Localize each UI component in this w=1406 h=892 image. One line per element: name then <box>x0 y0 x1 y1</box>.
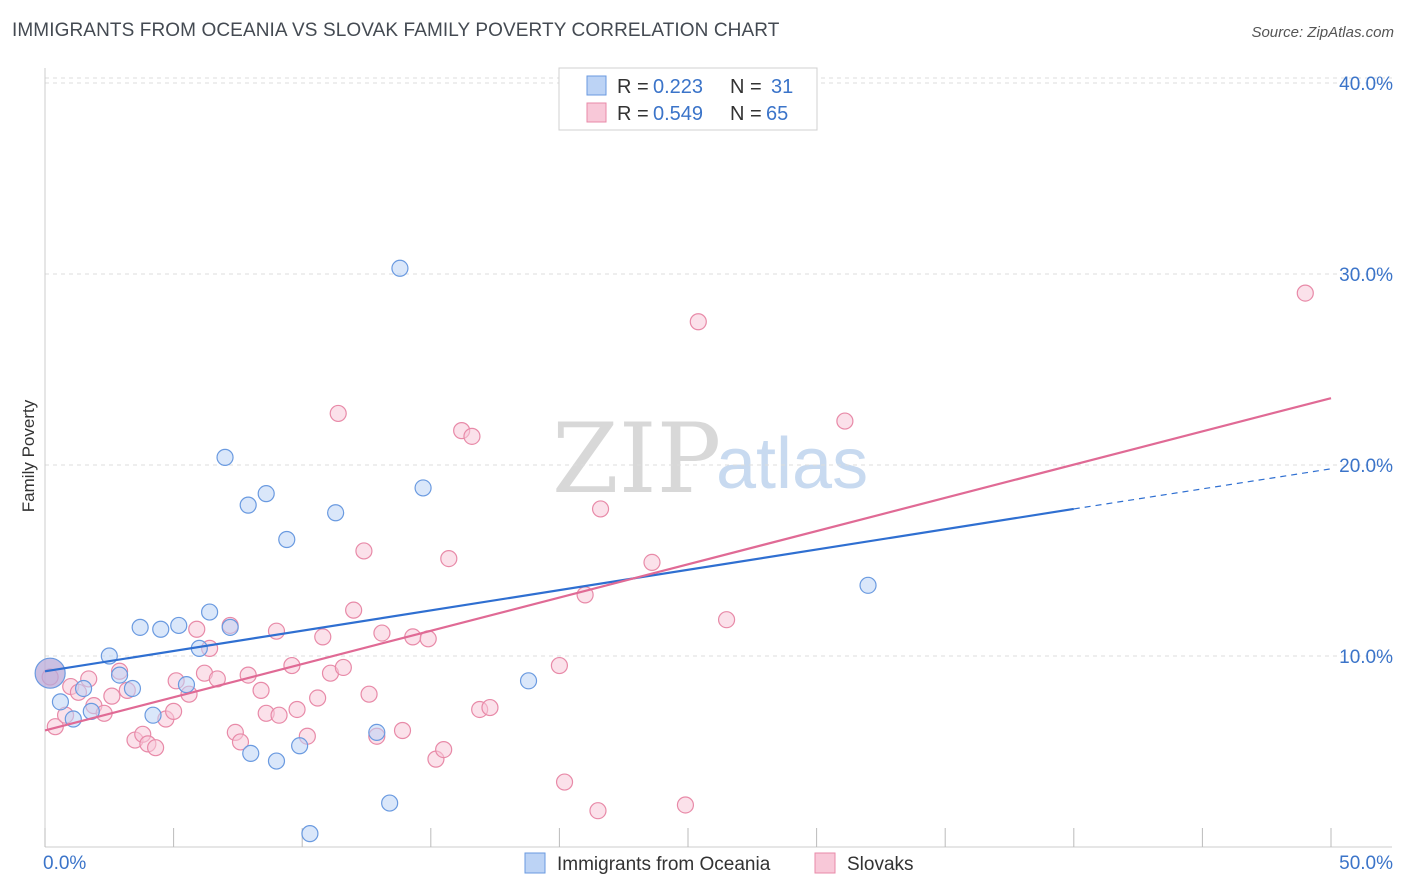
slovaks-point-8 <box>103 687 121 705</box>
legend-r-label-slovaks: R = <box>617 103 649 125</box>
oceania-point-28 <box>414 479 432 497</box>
oceania-point-14 <box>201 603 219 621</box>
slovaks-point-57 <box>589 802 607 820</box>
oceania-point-7 <box>123 679 142 698</box>
oceania-point-8 <box>131 618 149 636</box>
oceania-point-24 <box>327 504 345 522</box>
oceania-point-20 <box>267 752 286 770</box>
oceania-point-29 <box>519 672 538 690</box>
oceania-point-6 <box>110 666 129 684</box>
oceania-point-18 <box>242 744 260 763</box>
slovaks-point-62 <box>717 611 736 629</box>
legend-n-label-oceania: N = <box>730 76 762 98</box>
oceania-point-9 <box>144 706 162 724</box>
slovaks-point-44 <box>393 721 412 740</box>
slovaks-point-59 <box>643 553 661 572</box>
slovaks-point-63 <box>836 412 854 430</box>
slovaks-point-30 <box>270 706 288 724</box>
y-tick-label-20: 20.0% <box>1339 456 1393 477</box>
legend-r-value-slovaks: 0.549 <box>653 103 703 125</box>
slovaks-point-35 <box>314 628 332 646</box>
oceania-point-1 <box>51 693 70 711</box>
oceania-point-17 <box>239 496 257 514</box>
oceania-point-23 <box>301 825 319 843</box>
slovaks-point-37 <box>329 404 347 423</box>
bottom-legend: Immigrants from Oceania Slovaks <box>524 852 914 875</box>
legend-n-value-oceania: 31 <box>771 76 793 98</box>
slovaks-point-14 <box>146 739 165 757</box>
legend-n-label-slovaks: N = <box>730 103 762 125</box>
slovaks-point-55 <box>555 773 574 791</box>
slovaks-point-60 <box>676 796 695 814</box>
oceania-point-30 <box>859 576 877 594</box>
y-tick-label-40: 40.0% <box>1339 74 1393 95</box>
slovaks-point-64 <box>1296 284 1314 302</box>
slovaks-point-48 <box>435 740 453 759</box>
x-tick-label-min: 0.0% <box>43 853 86 874</box>
slovaks-point-25 <box>231 733 250 751</box>
oceania-point-0 <box>34 657 66 689</box>
slovaks-point-26 <box>239 666 257 684</box>
oceania-point-15 <box>216 448 234 466</box>
legend-r-value-oceania: 0.223 <box>653 76 703 98</box>
source-credit: Source: ZipAtlas.com <box>1251 24 1394 41</box>
x-tick-label-max: 50.0% <box>1339 853 1393 874</box>
y-tick-label-10: 10.0% <box>1339 647 1393 668</box>
series-slovaks-points <box>41 284 1314 820</box>
bottom-legend-swatch-slovaks <box>814 852 836 874</box>
oceania-point-10 <box>152 620 170 638</box>
oceania-point-22 <box>291 737 309 755</box>
slovaks-point-43 <box>373 624 391 642</box>
oceania-point-11 <box>170 616 188 635</box>
series-oceania-points <box>34 259 877 843</box>
slovaks-point-16 <box>165 702 183 720</box>
slovaks-point-61 <box>689 313 707 331</box>
slovaks-point-38 <box>334 658 352 677</box>
slovaks-point-27 <box>252 681 270 699</box>
legend-swatch-slovaks <box>586 102 607 123</box>
y-axis-label: Family Poverty <box>19 399 38 512</box>
slovaks-point-32 <box>288 700 306 719</box>
legend-swatch-oceania <box>586 75 607 96</box>
oceania-trend-line <box>44 507 1074 673</box>
oceania-point-19 <box>257 485 275 503</box>
slovaks-point-34 <box>309 689 327 707</box>
slovaks-point-49 <box>440 549 458 568</box>
legend-r-label-oceania: R = <box>617 76 649 98</box>
slovaks-point-39 <box>345 601 363 619</box>
gridlines <box>45 77 1392 657</box>
oceania-point-27 <box>391 259 409 277</box>
bottom-legend-label-oceania: Immigrants from Oceania <box>557 854 771 875</box>
slovaks-point-58 <box>591 500 610 518</box>
slovaks-point-41 <box>360 685 378 703</box>
oceania-point-3 <box>74 679 93 698</box>
slovaks-point-53 <box>481 698 499 717</box>
bottom-legend-swatch-oceania <box>524 852 546 874</box>
slovaks-point-40 <box>355 542 373 560</box>
watermark-atlas: atlas <box>716 424 868 504</box>
y-tick-label-30: 30.0% <box>1339 265 1393 286</box>
oceania-trend-extension <box>1073 468 1332 510</box>
tick-labels: 10.0% 20.0% 30.0% 40.0% 0.0% 50.0% <box>43 74 1393 874</box>
oceania-point-21 <box>278 530 296 549</box>
slovaks-point-19 <box>188 620 206 638</box>
slovaks-point-51 <box>463 427 481 445</box>
watermark-zip: ZIP <box>552 403 721 515</box>
bottom-legend-label-slovaks: Slovaks <box>847 854 914 875</box>
legend-n-value-slovaks: 65 <box>766 103 788 125</box>
chart-title: IMMIGRANTS FROM OCEANIA VS SLOVAK FAMILY… <box>12 20 780 41</box>
trend-lines <box>44 397 1332 732</box>
oceania-point-25 <box>368 723 386 742</box>
slovaks-point-29 <box>267 622 286 640</box>
top-legend: R = 0.223 N = 31 R = 0.549 N = 65 <box>558 67 818 131</box>
oceania-point-16 <box>221 618 239 636</box>
slovaks-point-54 <box>550 656 569 675</box>
oceania-point-26 <box>381 794 399 812</box>
oceania-point-12 <box>177 676 196 694</box>
slovaks-trend-line <box>44 397 1332 732</box>
